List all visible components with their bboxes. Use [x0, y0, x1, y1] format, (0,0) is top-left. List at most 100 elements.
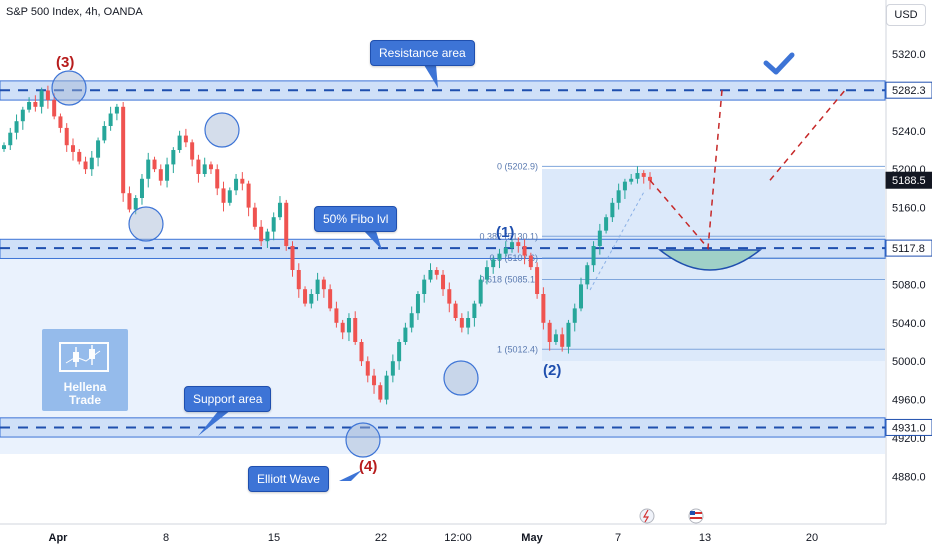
candle-body	[453, 303, 458, 318]
candle-body	[441, 274, 446, 290]
price-tag	[885, 418, 932, 436]
price-tick-label: 5160.0	[892, 203, 926, 215]
time-tick-label: 22	[375, 532, 387, 544]
candle-body	[629, 178, 634, 182]
elliott-callout: Elliott Wave	[248, 466, 329, 492]
time-tick-label: 20	[806, 532, 818, 544]
candle-body	[528, 255, 533, 268]
candle-body	[114, 106, 119, 114]
candle-body	[472, 303, 477, 318]
candle-body	[321, 279, 326, 290]
callout-pointer	[339, 470, 362, 481]
price-tick-label: 4880.0	[892, 471, 926, 483]
wave-3-label: (3)	[56, 54, 75, 71]
candle-body	[158, 169, 163, 181]
candle-body	[648, 176, 652, 181]
candle-body	[566, 322, 571, 347]
candle-body	[353, 318, 358, 342]
fib-label: 0.382 (5130.1)	[479, 231, 538, 241]
candle-body	[434, 270, 439, 275]
candle-body	[33, 102, 38, 107]
candle-body	[535, 267, 540, 294]
pivot-circle	[443, 360, 479, 396]
time-tick-label: May	[521, 532, 543, 544]
price-tag-label: 5117.8	[892, 243, 925, 255]
candle-body	[45, 90, 50, 101]
candle-body	[221, 188, 226, 203]
projection-path-a	[649, 90, 723, 250]
candle-body	[83, 161, 88, 170]
candle-body	[259, 226, 264, 242]
candle-body	[459, 318, 464, 328]
candle-body	[52, 100, 57, 117]
candle-body	[284, 202, 289, 246]
candle-body	[328, 289, 333, 309]
candle-body	[77, 151, 82, 162]
candle-body	[409, 313, 414, 328]
fib-label: 0.5 (5107.6)	[489, 253, 538, 263]
time-tick-label: 8	[163, 532, 169, 544]
candle-body	[346, 318, 351, 333]
candle-body	[641, 173, 646, 177]
candle-body	[303, 289, 308, 304]
callout-pointer	[364, 231, 382, 250]
fib-label: 1 (5012.4)	[497, 344, 538, 354]
wave-1-label: (1)	[496, 224, 515, 241]
candle-body	[478, 279, 483, 304]
candle-body	[227, 190, 232, 203]
candle-body	[579, 284, 584, 309]
wave-4-label: (4)	[359, 458, 378, 475]
candle-body	[108, 113, 113, 126]
candle-body	[290, 246, 295, 270]
candle-body	[271, 217, 276, 232]
candle-body	[597, 230, 602, 246]
candle-body	[497, 253, 502, 260]
price-tick-label: 5240.0	[892, 126, 926, 138]
candle-body	[560, 334, 565, 347]
candle-body	[165, 164, 170, 181]
price-tick-label: 4960.0	[892, 395, 926, 407]
candle-body	[503, 247, 508, 254]
pivot-circle	[204, 112, 240, 148]
flag-stripe	[690, 517, 702, 519]
candle-body	[365, 361, 370, 376]
candle-body	[372, 375, 377, 386]
checkmark-icon	[763, 52, 795, 75]
candle-body	[139, 178, 144, 198]
candle-body	[522, 246, 527, 256]
candle-body	[553, 334, 558, 342]
candle-body	[215, 169, 220, 189]
price-tick-label: 5040.0	[892, 318, 926, 330]
candle-body	[622, 181, 627, 191]
candle-body	[340, 322, 345, 333]
callout-pointer	[198, 410, 231, 436]
candle-body	[252, 207, 257, 227]
candle-body	[484, 267, 489, 280]
candle-body	[616, 190, 621, 203]
support-callout: Support area	[184, 386, 272, 412]
time-tick-label: Apr	[49, 532, 69, 544]
fib-label: 0.618 (5085.1)	[479, 275, 538, 285]
lightning-glyph	[642, 509, 650, 523]
candle-body	[635, 173, 640, 179]
candle-body	[127, 193, 132, 210]
candle-body	[64, 127, 69, 146]
candle-body	[610, 202, 615, 218]
candle-body	[27, 102, 32, 110]
candle-body	[572, 308, 577, 323]
time-tick-label: 15	[268, 532, 280, 544]
resistance-callout: Resistance area	[370, 40, 475, 66]
candle-body	[604, 217, 609, 231]
candle-body	[2, 145, 6, 150]
candle-body	[39, 90, 44, 107]
currency-selector[interactable]: USD	[886, 4, 926, 26]
candle-body	[89, 157, 94, 170]
candle-body	[591, 246, 596, 266]
candle-body	[315, 279, 320, 294]
candle-body	[58, 116, 63, 128]
candle-body	[277, 202, 282, 218]
candle-body	[8, 132, 13, 146]
candle-body	[70, 145, 75, 152]
candle-body	[516, 242, 521, 246]
